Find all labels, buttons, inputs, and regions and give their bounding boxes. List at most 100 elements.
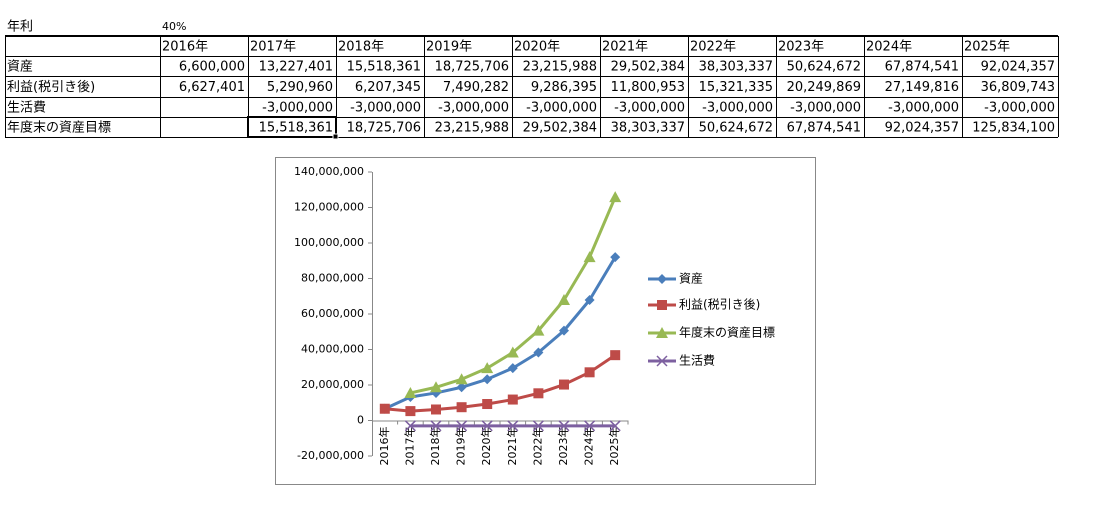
marker xyxy=(379,403,390,414)
cell-value: 29,502,384 xyxy=(611,60,685,75)
marker xyxy=(609,191,622,203)
marker xyxy=(583,251,596,263)
selected-cell xyxy=(247,116,337,138)
fill-handle xyxy=(332,133,339,140)
marker xyxy=(584,295,595,306)
cell-value: 15,518,361 xyxy=(347,60,421,75)
cell-value: 27,149,816 xyxy=(885,80,959,95)
cell-value: 23,215,988 xyxy=(523,60,597,75)
cell-value: 67,874,541 xyxy=(787,121,861,136)
column-header: 2021年 xyxy=(602,40,648,55)
x-tick-label: 2025年 xyxy=(607,427,621,466)
marker xyxy=(532,324,545,336)
cell-value: 18,725,706 xyxy=(347,121,421,136)
marker xyxy=(558,420,570,432)
x-tick-label: 2018年 xyxy=(428,427,442,466)
cell-value: 11,800,953 xyxy=(611,80,685,95)
legend-label: 資産 xyxy=(679,271,703,286)
legend-marker xyxy=(657,274,667,284)
column-header: 2022年 xyxy=(690,40,736,55)
y-tick-label: 40,000,000 xyxy=(301,343,364,356)
column-header: 2020年 xyxy=(514,40,560,55)
cell-value: 5,290,960 xyxy=(267,80,333,95)
marker xyxy=(558,294,570,306)
legend-marker xyxy=(657,300,667,310)
marker xyxy=(405,406,416,417)
x-tick-label: 2019年 xyxy=(454,427,468,466)
marker xyxy=(533,388,544,399)
cell-value: -3,000,000 xyxy=(526,101,597,116)
marker xyxy=(507,363,518,374)
cell-value: 13,227,401 xyxy=(259,60,333,75)
cell-value: 6,600,000 xyxy=(179,60,245,75)
marker xyxy=(532,420,544,432)
cell-value: -3,000,000 xyxy=(350,101,421,116)
marker xyxy=(456,382,467,393)
cell-value: -3,000,000 xyxy=(614,101,685,116)
y-tick-label: 140,000,000 xyxy=(294,165,364,178)
y-tick-label: 120,000,000 xyxy=(294,201,364,214)
cell-value: 29,502,384 xyxy=(523,121,597,136)
marker xyxy=(559,325,569,336)
x-tick-label: 2020年 xyxy=(479,427,493,466)
y-tick-label: 80,000,000 xyxy=(301,272,364,285)
marker xyxy=(657,274,667,284)
marker xyxy=(507,420,519,432)
cell-value: 50,624,672 xyxy=(787,60,861,75)
marker xyxy=(559,379,569,390)
legend-label: 年度末の資産目標 xyxy=(679,325,775,340)
marker xyxy=(481,362,494,374)
marker xyxy=(609,420,621,432)
cell-value: 7,490,282 xyxy=(443,80,509,95)
y-tick-label: 60,000,000 xyxy=(301,307,364,320)
cell-value: 125,834,100 xyxy=(972,121,1055,136)
cell-value: -3,000,000 xyxy=(984,101,1055,116)
column-header: 2016年 xyxy=(162,40,208,55)
marker xyxy=(610,252,621,263)
y-tick-label: 100,000,000 xyxy=(294,236,364,249)
rate-label: 年利 xyxy=(7,20,33,35)
marker xyxy=(456,420,468,432)
marker xyxy=(430,420,442,432)
cell-value: 20,249,869 xyxy=(787,80,861,95)
cell-value: 9,286,395 xyxy=(531,80,597,95)
marker xyxy=(656,327,668,338)
row-label: 生活費 xyxy=(7,101,46,116)
cell-value: 6,207,345 xyxy=(355,80,421,95)
cell-value: -3,000,000 xyxy=(262,101,333,116)
row-label: 年度末の資産目標 xyxy=(7,120,111,136)
marker xyxy=(656,355,668,367)
x-tick-label: 2024年 xyxy=(582,427,596,466)
marker xyxy=(481,420,493,432)
marker xyxy=(482,399,493,410)
column-header: 2024年 xyxy=(866,40,912,55)
row-label: 資産 xyxy=(7,59,33,75)
marker xyxy=(506,346,519,358)
x-tick-label: 2017年 xyxy=(402,427,416,466)
rate-value: 40% xyxy=(162,20,186,33)
series-line xyxy=(384,256,617,411)
marker xyxy=(456,402,467,413)
x-tick-label: 2021年 xyxy=(505,427,519,466)
cell-value: -3,000,000 xyxy=(790,101,861,116)
marker xyxy=(404,420,416,432)
y-tick-label: 20,000,000 xyxy=(301,378,364,391)
x-tick-label: 2023年 xyxy=(556,427,570,466)
cell-value: 15,518,361 xyxy=(259,121,333,136)
series-line xyxy=(384,353,617,413)
column-header: 2018年 xyxy=(338,40,384,55)
column-header: 2025年 xyxy=(964,40,1010,55)
legend-label: 生活費 xyxy=(679,353,715,368)
marker xyxy=(455,373,468,385)
column-header: 2017年 xyxy=(250,40,296,55)
marker xyxy=(430,381,442,393)
column-header: 2019年 xyxy=(426,40,472,55)
row-label: 利益(税引き後) xyxy=(7,80,95,95)
legend-marker xyxy=(656,355,668,367)
cell-value: -3,000,000 xyxy=(438,101,509,116)
marker xyxy=(533,347,544,358)
cell-value: 92,024,357 xyxy=(885,121,959,136)
marker xyxy=(507,394,518,405)
column-header: 2023年 xyxy=(778,40,824,55)
